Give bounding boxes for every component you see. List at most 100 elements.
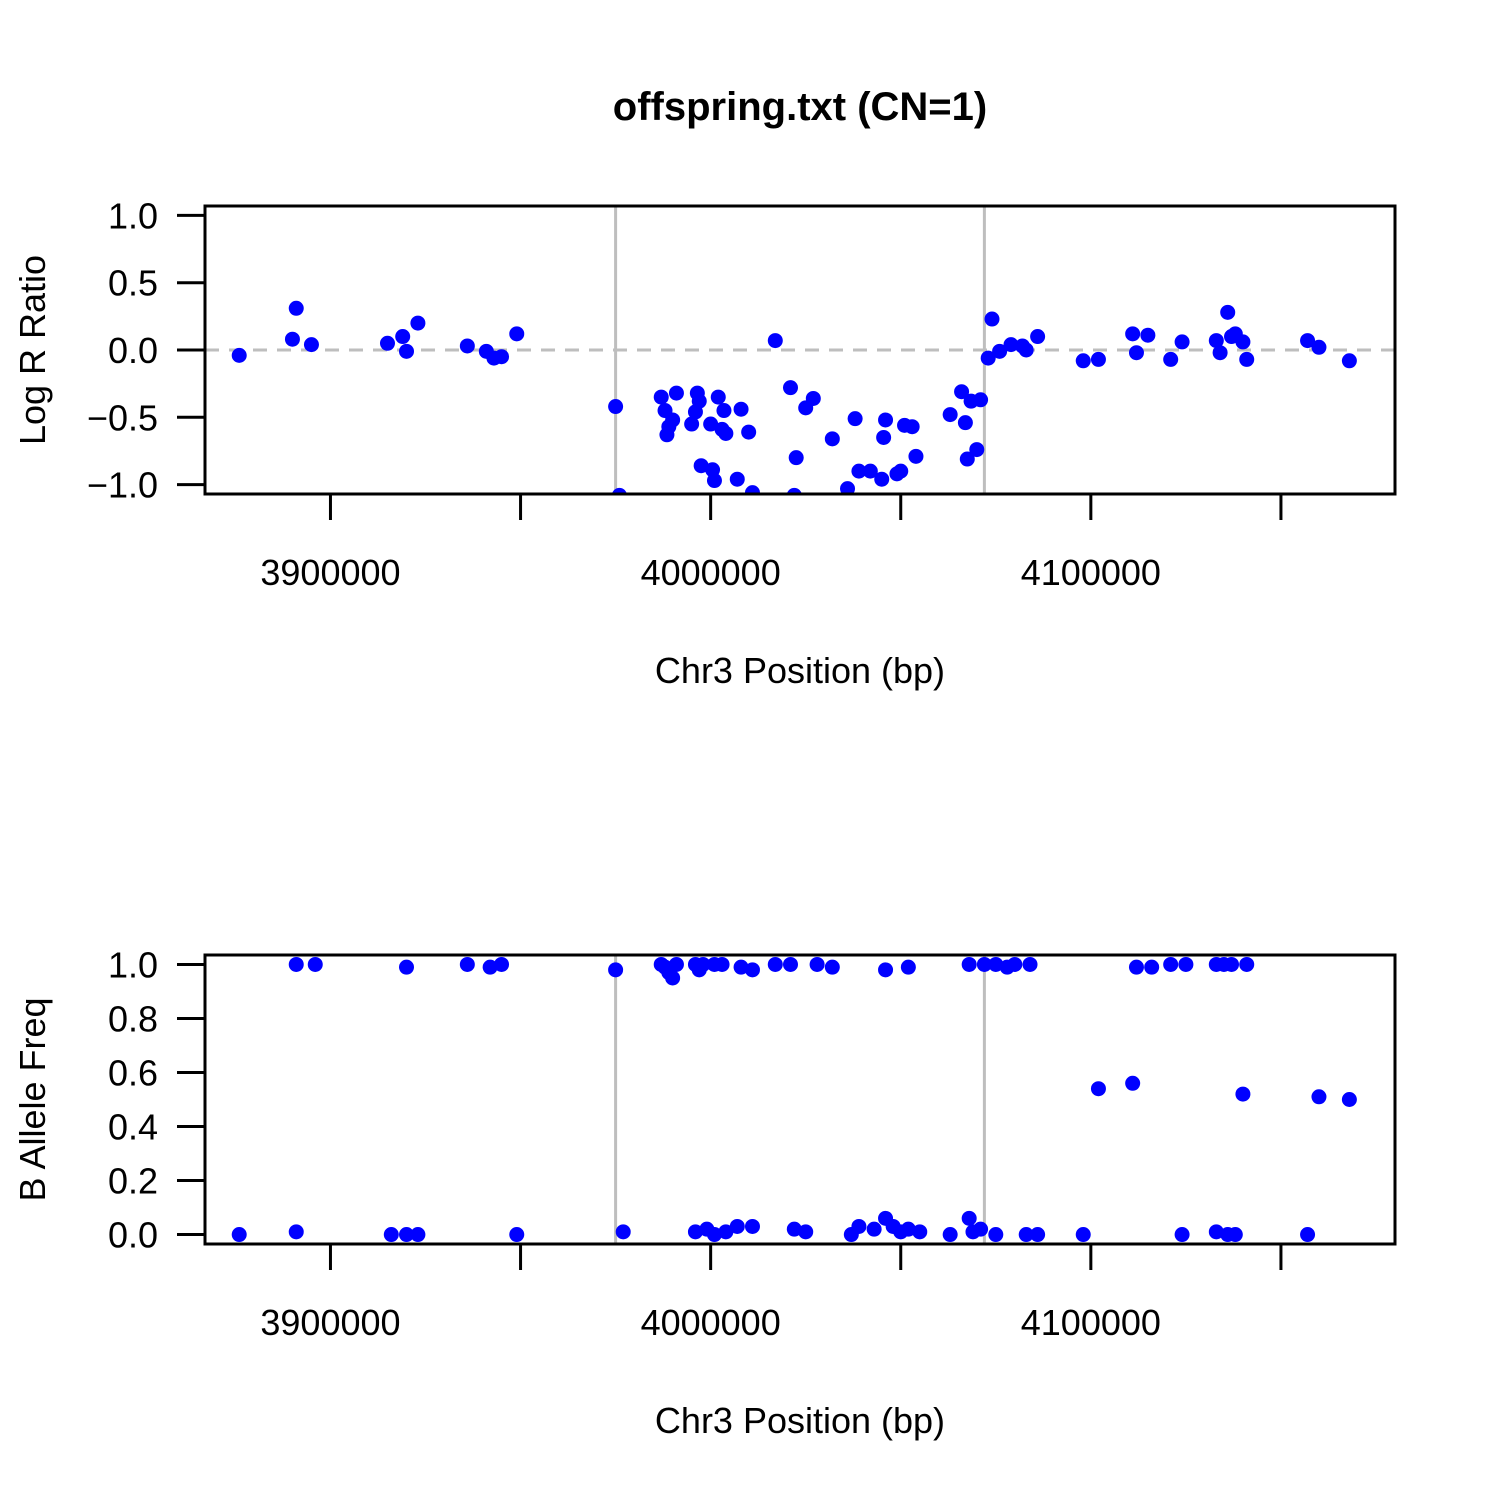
lrr-point-43 [824,431,840,447]
baf-point-41 [1235,1086,1251,1102]
lrr-point-52 [893,463,909,479]
baf-point-45 [288,1224,304,1240]
lrr-point-59 [959,451,975,467]
lrr-points [231,300,1357,494]
lrr-y-tick-label-4: 1.0 [108,195,158,236]
lrr-point-38 [782,380,798,396]
lrr-point-35 [741,424,757,440]
lrr-point-79 [1220,304,1236,320]
baf-point-71 [988,1227,1004,1243]
lrr-point-82 [1235,334,1251,350]
lrr-point-40 [788,450,804,466]
baf-point-29 [1007,956,1023,972]
baf-point-49 [509,1227,525,1243]
lrr-point-57 [954,384,970,400]
lrr-point-84 [1300,333,1316,349]
baf-point-44 [231,1227,247,1243]
baf-x-tick-label-0: 3900000 [260,1302,400,1343]
baf-point-42 [1311,1089,1327,1105]
baf-point-10 [665,970,681,986]
lrr-y-tick-label-0: −1.0 [87,465,158,506]
lrr-point-73 [1128,345,1144,361]
lrr-point-68 [1018,342,1034,358]
baf-y-tick-label-3: 0.6 [108,1052,158,1093]
lrr-x-tick-label-4: 4100000 [1021,552,1161,593]
baf-point-2 [399,959,415,975]
b-allele-freq-panel: 3900000 4000000 4100000 0.0 0.2 0.4 0.6 0.8 1.0 C… [12,944,1397,1441]
lrr-point-8 [459,338,475,354]
baf-point-1 [307,956,323,972]
lrr-point-21 [684,416,700,432]
baf-y-tick-label-2: 0.4 [108,1107,158,1148]
lrr-point-45 [847,411,863,427]
lrr-point-78 [1212,345,1228,361]
lrr-point-83 [1239,351,1255,367]
baf-x-tick-label-4: 4100000 [1021,1302,1161,1343]
baf-point-43 [1341,1092,1357,1107]
baf-point-50 [615,1224,631,1240]
baf-point-76 [1208,1224,1224,1240]
baf-point-19 [767,956,783,972]
lrr-x-tick-label-2: 4000000 [641,552,781,593]
baf-point-57 [786,1221,802,1237]
lrr-point-11 [494,349,510,365]
baf-point-78 [1227,1227,1243,1243]
baf-point-6 [608,962,624,978]
baf-point-22 [824,959,840,975]
baf-point-30 [1022,956,1038,972]
baf-point-39 [1090,1081,1106,1097]
baf-point-60 [851,1218,867,1234]
baf-point-74 [1075,1227,1091,1243]
lrr-x-tick-label-0: 3900000 [260,552,400,593]
lrr-point-85 [1311,339,1327,355]
lrr-point-39 [786,487,802,494]
lrr-point-25 [693,458,709,474]
baf-point-23 [878,962,894,978]
baf-point-20 [782,956,798,972]
lrr-point-31 [716,403,732,419]
baf-point-56 [744,1218,760,1234]
lrr-point-70 [1075,353,1091,369]
baf-point-32 [1144,959,1160,975]
lrr-point-0 [231,347,247,363]
lrr-point-34 [733,401,749,417]
lrr-point-74 [1140,327,1156,343]
lrr-point-50 [878,412,894,428]
lrr-point-62 [973,392,989,408]
lrr-point-77 [1208,333,1224,349]
baf-point-53 [706,1227,722,1243]
baf-point-58 [798,1224,814,1240]
lrr-point-54 [904,419,920,435]
baf-point-33 [1163,956,1179,972]
baf-point-70 [973,1221,989,1237]
log-r-ratio-panel: 3900000 4000000 4100000 −1.0 −0.5 0.0 0.5 1.0 Ch… [12,195,1397,691]
baf-point-79 [1300,1227,1316,1243]
baf-point-65 [900,1221,916,1237]
lrr-point-55 [908,448,924,464]
baf-point-25 [961,956,977,972]
baf-point-18 [744,962,760,978]
baf-point-38 [1239,956,1255,972]
baf-point-40 [1125,1075,1141,1091]
lrr-point-36 [744,485,760,494]
baf-y-tick-label-0: 0.0 [108,1215,158,1256]
baf-y-tick-label-4: 0.8 [108,998,158,1039]
baf-point-72 [1018,1227,1034,1243]
baf-point-51 [687,1224,703,1240]
lrr-point-4 [379,335,395,351]
lrr-point-15 [653,389,669,405]
lrr-point-49 [876,429,892,445]
baf-plot-frame [203,953,1397,1246]
baf-y-axis-label: B Allele Freq [12,997,53,1201]
lrr-point-47 [862,463,878,479]
baf-point-17 [733,959,749,975]
lrr-point-33 [729,471,745,487]
lrr-point-72 [1125,326,1141,342]
lrr-point-42 [805,390,821,406]
baf-point-24 [900,959,916,975]
baf-points [231,956,1357,1243]
lrr-point-28 [706,473,722,489]
baf-point-5 [494,956,510,972]
lrr-point-29 [710,389,726,405]
